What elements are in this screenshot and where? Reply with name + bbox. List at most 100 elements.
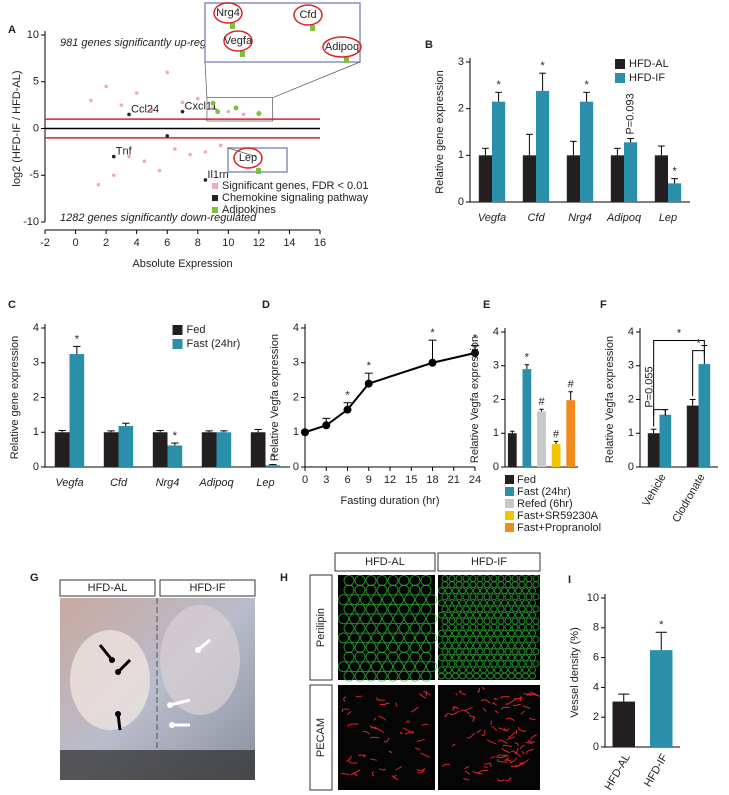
inset-point xyxy=(240,51,245,57)
photo-detail xyxy=(70,630,150,730)
cell-outline xyxy=(438,587,445,595)
cell-outline xyxy=(469,593,477,601)
cell-outline xyxy=(438,611,445,619)
vessel xyxy=(421,723,428,727)
cell-outline xyxy=(494,629,501,637)
cell-outline xyxy=(393,594,404,606)
bar xyxy=(551,444,561,467)
point xyxy=(180,100,185,105)
cell-outline xyxy=(365,603,377,615)
vessel xyxy=(388,750,393,754)
significance-marker: * xyxy=(677,327,682,339)
vessel xyxy=(441,763,451,768)
vessel xyxy=(490,763,492,767)
vessel xyxy=(522,705,531,709)
bar xyxy=(536,90,550,202)
cell-outline xyxy=(387,622,399,634)
cell-outline xyxy=(480,642,487,649)
vessel xyxy=(477,688,480,693)
cell-outline xyxy=(387,603,399,615)
y-tick-label: 0 xyxy=(458,196,464,208)
cell-outline xyxy=(448,581,456,588)
vessel xyxy=(512,703,521,707)
cell-outline xyxy=(404,613,415,625)
legend-swatch xyxy=(615,73,625,83)
bar xyxy=(647,433,660,467)
cell-outline xyxy=(354,651,366,663)
cell-outline xyxy=(441,593,449,601)
inset-circle xyxy=(293,4,323,26)
vessel xyxy=(466,732,476,739)
y-tick-label: 2 xyxy=(593,711,599,723)
arrow-head xyxy=(195,647,201,653)
cell-outline xyxy=(501,611,508,619)
x-tick-label: 15 xyxy=(405,474,417,486)
cell-outline xyxy=(529,654,536,662)
point xyxy=(111,154,116,159)
cell-outline xyxy=(459,642,466,649)
cell-outline xyxy=(343,584,355,596)
cell-outline xyxy=(387,575,399,586)
x-tick-label: 16 xyxy=(314,237,326,249)
cell-outline xyxy=(365,642,377,653)
cell-outline xyxy=(420,584,432,596)
cell-outline xyxy=(504,581,512,588)
inset-point xyxy=(256,168,261,174)
vessel xyxy=(346,755,352,762)
vessel xyxy=(451,743,456,747)
legend-label: Fed xyxy=(517,474,536,486)
cell-outline xyxy=(343,670,355,682)
legend-swatch xyxy=(505,499,514,508)
vessel xyxy=(486,739,497,745)
vessel xyxy=(514,697,523,700)
point xyxy=(134,91,139,95)
cell-outline xyxy=(455,623,463,631)
cell-outline xyxy=(466,611,473,619)
vessel xyxy=(455,693,458,696)
cell-outline xyxy=(480,654,487,662)
legend-swatch xyxy=(212,183,218,189)
cell-outline xyxy=(518,581,526,588)
point xyxy=(96,182,101,187)
bar xyxy=(103,432,119,467)
cell-outline xyxy=(462,648,470,655)
cell-outline xyxy=(483,593,491,601)
cell-outline xyxy=(515,642,522,649)
cell-outline xyxy=(420,642,432,653)
significance-marker: * xyxy=(525,352,530,364)
cell-outline xyxy=(494,587,501,595)
cell-outline xyxy=(398,622,410,634)
cell-outline xyxy=(398,584,410,596)
x-tick-label: 8 xyxy=(195,237,201,249)
cell-outline xyxy=(487,629,494,637)
panel-letter: F xyxy=(600,299,607,311)
vessel xyxy=(378,768,386,771)
point-label: Il1rn xyxy=(207,169,228,181)
cell-outline xyxy=(459,654,466,662)
panel-letter: E xyxy=(483,299,490,311)
y-tick-label: 0 xyxy=(33,122,39,134)
x-tick-label: Vegfa xyxy=(55,477,83,489)
point-label: Cxcl11 xyxy=(185,101,218,113)
cell-outline xyxy=(501,587,508,595)
point xyxy=(471,349,479,358)
cell-outline xyxy=(371,613,382,625)
bar xyxy=(54,432,70,467)
cell-outline xyxy=(409,603,421,615)
cell-outline xyxy=(420,575,432,586)
column-header-label: HFD-IF xyxy=(189,582,225,594)
significance-marker: * xyxy=(271,451,276,463)
vessel xyxy=(463,777,470,781)
cell-outline xyxy=(504,648,512,655)
bar xyxy=(650,650,673,747)
y-tick-label: 1 xyxy=(493,427,499,439)
cell-outline xyxy=(494,654,501,662)
inset-label: Nrg4 xyxy=(216,7,240,19)
cell-outline xyxy=(349,613,360,625)
cell-outline xyxy=(376,584,388,596)
line xyxy=(304,352,476,434)
cell-outline xyxy=(529,672,536,680)
cell-outline xyxy=(445,642,452,649)
panel-letter: B xyxy=(425,39,433,51)
